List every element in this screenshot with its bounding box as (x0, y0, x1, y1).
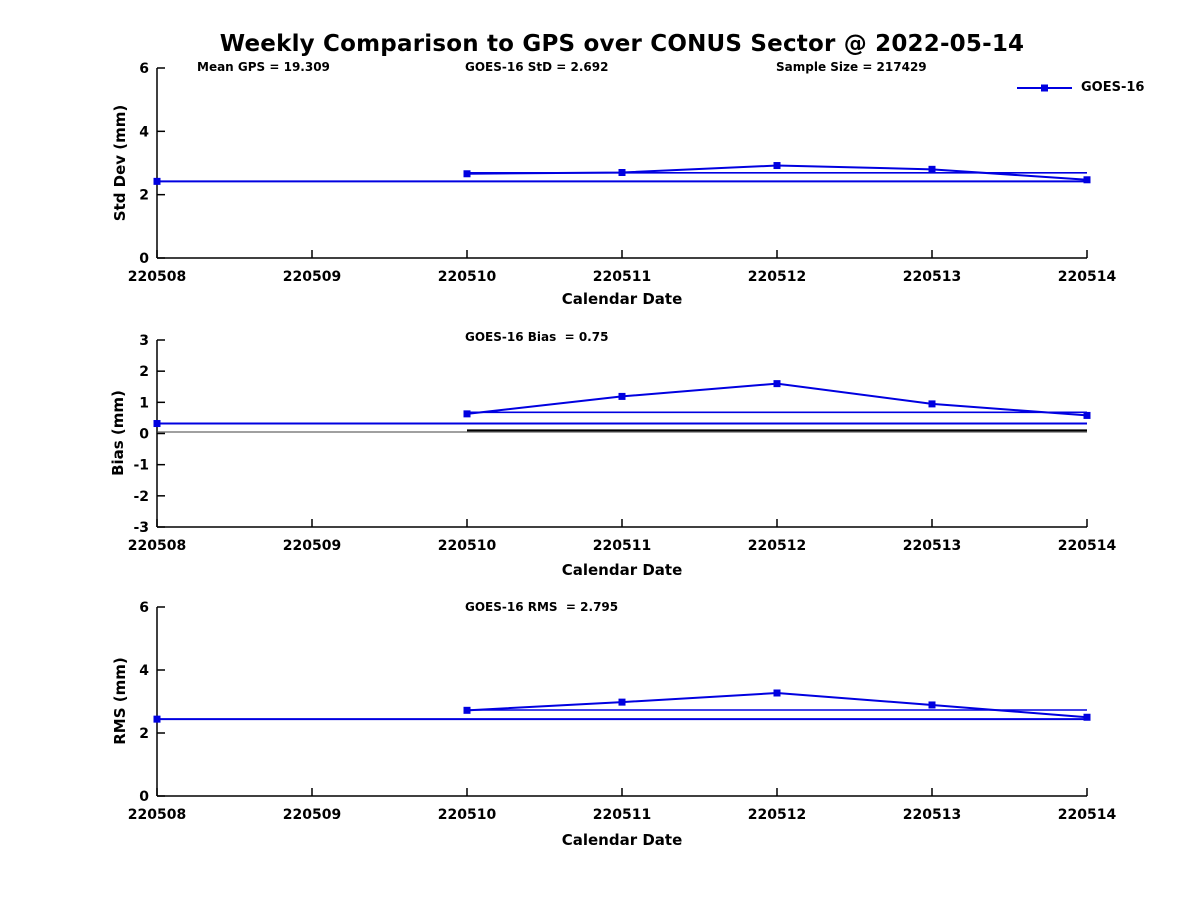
x-tick-label: 220511 (593, 269, 651, 285)
y-axis-label-stddev: Std Dev (mm) (111, 104, 129, 222)
data-point-marker (153, 177, 161, 185)
x-tick-label: 220510 (438, 538, 497, 554)
data-point-marker (928, 400, 936, 408)
y-tick-label: 1 (139, 395, 149, 411)
x-tick-label: 220514 (1058, 269, 1117, 285)
y-tick-label: 2 (139, 364, 149, 380)
x-tick-label: 220513 (903, 269, 961, 285)
x-tick-label: 220508 (128, 538, 186, 554)
data-line (466, 691, 1088, 719)
data-point-marker (928, 701, 936, 709)
x-tick-label: 220512 (748, 269, 806, 285)
y-tick-label: 2 (139, 726, 149, 742)
y-tick-label: 2 (139, 188, 149, 204)
y-tick-label: -2 (133, 489, 149, 505)
y-tick-label: 4 (139, 663, 149, 679)
x-axis-label-middle: Calendar Date (561, 561, 683, 579)
y-tick-label: 0 (139, 789, 149, 805)
y-tick-label: 0 (139, 427, 149, 443)
x-tick-label: 220512 (748, 538, 806, 554)
legend-series-label: GOES-16 (1081, 80, 1145, 95)
x-tick-label: 220510 (438, 269, 497, 285)
annotation-mean-gps: Mean GPS = 19.309 (197, 60, 330, 74)
y-tick-label: 6 (139, 600, 149, 616)
data-point-marker (1083, 713, 1091, 721)
y-tick-label: 0 (139, 251, 149, 267)
x-axis-label-top: Calendar Date (561, 290, 683, 308)
data-point-marker (463, 170, 471, 178)
data-point-marker (618, 698, 626, 706)
y-tick-label: 3 (139, 333, 149, 349)
data-point-marker (463, 706, 471, 714)
data-point-marker (618, 169, 626, 176)
x-axis-label-bottom: Calendar Date (561, 831, 683, 849)
data-line (466, 382, 1088, 417)
y-axis-label-rms: RMS (mm) (111, 657, 129, 745)
x-tick-label: 220509 (283, 538, 341, 554)
annotation-goes16-rms: GOES-16 RMS = 2.795 (465, 600, 619, 614)
x-tick-label: 220511 (593, 807, 651, 823)
x-tick-label: 220512 (748, 807, 806, 823)
x-tick-label: 220514 (1058, 538, 1117, 554)
data-point-marker (1083, 176, 1091, 184)
y-tick-label: 6 (139, 61, 149, 77)
data-point-marker (153, 420, 161, 428)
data-point-marker (773, 380, 781, 388)
data-point-marker (773, 162, 781, 170)
x-tick-label: 220514 (1058, 807, 1117, 823)
annotation-sample-size: Sample Size = 217429 (776, 60, 927, 74)
y-tick-label: 4 (139, 124, 149, 140)
y-tick-label: -1 (133, 458, 149, 474)
chart-title: Weekly Comparison to GPS over CONUS Sect… (219, 31, 1025, 57)
x-tick-label: 220508 (128, 807, 186, 823)
data-point-marker (928, 165, 936, 173)
x-tick-label: 220513 (903, 538, 961, 554)
data-point-marker (463, 410, 471, 418)
data-point-marker (1083, 411, 1091, 419)
legend-marker (1041, 84, 1048, 92)
x-tick-label: 220513 (903, 807, 961, 823)
x-tick-label: 220509 (283, 269, 341, 285)
x-tick-label: 220511 (593, 538, 651, 554)
data-point-marker (153, 715, 161, 723)
annotation-goes16-std: GOES-16 StD = 2.692 (465, 60, 609, 74)
y-axis-label-bias: Bias (mm) (109, 390, 127, 476)
x-tick-label: 220509 (283, 807, 341, 823)
y-tick-label: -3 (133, 520, 149, 536)
data-point-marker (618, 392, 626, 400)
x-tick-label: 220510 (438, 807, 497, 823)
annotation-goes16-bias: GOES-16 Bias = 0.75 (465, 330, 609, 344)
x-tick-label: 220508 (128, 269, 186, 285)
data-point-marker (773, 689, 781, 697)
